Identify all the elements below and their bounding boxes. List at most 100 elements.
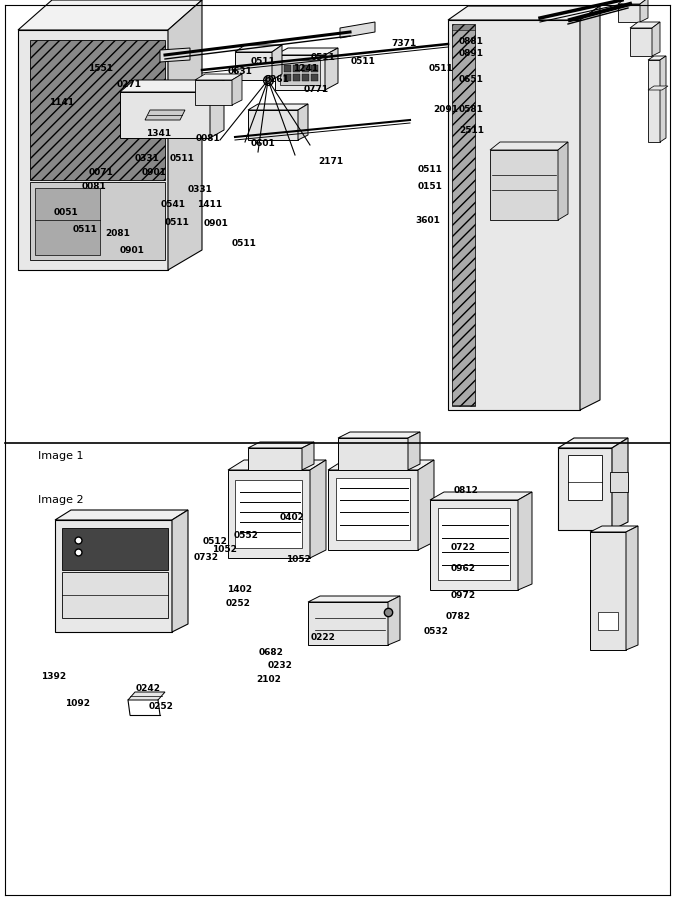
Text: 1141: 1141	[49, 98, 74, 107]
Polygon shape	[235, 52, 272, 80]
Polygon shape	[598, 612, 618, 630]
Text: 1092: 1092	[65, 699, 90, 708]
Text: 2171: 2171	[318, 158, 344, 166]
Polygon shape	[518, 492, 532, 590]
Text: 0081: 0081	[196, 134, 220, 143]
Text: 7371: 7371	[391, 39, 416, 48]
Polygon shape	[558, 438, 628, 448]
Text: 0541: 0541	[160, 200, 186, 209]
Polygon shape	[62, 572, 168, 618]
Text: 0901: 0901	[120, 246, 144, 255]
Text: 0261: 0261	[265, 75, 289, 84]
Polygon shape	[448, 20, 580, 410]
Polygon shape	[618, 0, 648, 4]
Text: 0071: 0071	[88, 168, 113, 177]
Text: 0331: 0331	[135, 154, 159, 163]
Polygon shape	[452, 30, 475, 405]
Text: 1411: 1411	[196, 200, 222, 209]
Polygon shape	[408, 432, 420, 470]
Polygon shape	[210, 80, 224, 138]
Polygon shape	[660, 56, 666, 142]
Polygon shape	[284, 65, 291, 72]
Text: Image 2: Image 2	[38, 495, 84, 505]
Polygon shape	[580, 6, 600, 410]
Text: 0511: 0511	[170, 154, 194, 163]
Text: 0511: 0511	[429, 64, 454, 73]
Polygon shape	[311, 65, 318, 72]
Polygon shape	[630, 28, 652, 56]
Text: 0252: 0252	[225, 598, 250, 608]
Text: 0511: 0511	[232, 238, 256, 248]
Text: 0812: 0812	[454, 486, 479, 495]
Polygon shape	[328, 470, 418, 550]
Text: 0552: 0552	[234, 531, 259, 540]
Polygon shape	[590, 526, 638, 532]
Polygon shape	[248, 442, 314, 448]
Polygon shape	[232, 74, 242, 105]
Text: 2102: 2102	[256, 675, 281, 684]
Polygon shape	[311, 74, 318, 81]
Polygon shape	[30, 40, 165, 180]
Polygon shape	[612, 438, 628, 530]
Polygon shape	[388, 596, 400, 645]
Polygon shape	[648, 86, 668, 90]
Text: 0891: 0891	[459, 50, 484, 58]
Text: 0232: 0232	[268, 662, 292, 670]
Polygon shape	[293, 65, 300, 72]
Text: 1241: 1241	[292, 64, 318, 73]
Polygon shape	[18, 30, 168, 270]
Text: 0532: 0532	[424, 627, 449, 636]
Polygon shape	[55, 510, 188, 520]
Text: 0402: 0402	[279, 513, 304, 522]
Polygon shape	[340, 22, 375, 38]
Polygon shape	[248, 104, 308, 110]
Polygon shape	[228, 470, 310, 558]
Text: 0601: 0601	[251, 140, 275, 148]
Polygon shape	[293, 74, 300, 81]
Polygon shape	[648, 56, 666, 60]
Polygon shape	[128, 692, 165, 700]
Text: 0271: 0271	[117, 80, 142, 89]
Text: 0511: 0511	[417, 165, 442, 174]
Polygon shape	[280, 60, 320, 85]
Text: 0511: 0511	[251, 57, 275, 66]
Text: 0682: 0682	[259, 648, 284, 657]
Polygon shape	[336, 478, 410, 540]
Polygon shape	[298, 104, 308, 140]
Text: 0081: 0081	[82, 182, 107, 191]
Polygon shape	[120, 92, 210, 138]
Polygon shape	[430, 500, 518, 590]
Polygon shape	[18, 0, 202, 30]
Polygon shape	[448, 6, 600, 20]
Text: 0972: 0972	[451, 591, 476, 600]
Polygon shape	[235, 45, 282, 52]
Text: Image 1: Image 1	[38, 451, 84, 461]
Polygon shape	[325, 48, 338, 90]
Text: 2511: 2511	[459, 126, 484, 135]
Polygon shape	[308, 596, 400, 602]
Polygon shape	[120, 80, 224, 92]
Polygon shape	[618, 4, 640, 22]
Text: 0331: 0331	[188, 184, 212, 194]
Polygon shape	[235, 480, 302, 548]
Text: 0901: 0901	[142, 168, 166, 177]
Text: 2081: 2081	[106, 230, 130, 238]
Polygon shape	[228, 460, 326, 470]
Polygon shape	[160, 48, 190, 62]
Text: 1402: 1402	[227, 585, 252, 594]
Polygon shape	[248, 448, 302, 470]
Polygon shape	[272, 45, 282, 80]
Polygon shape	[590, 532, 626, 650]
Polygon shape	[168, 0, 202, 270]
Polygon shape	[452, 24, 475, 406]
Text: 1052: 1052	[286, 555, 310, 564]
Polygon shape	[275, 55, 325, 90]
Polygon shape	[490, 150, 558, 220]
Polygon shape	[626, 526, 638, 650]
Polygon shape	[62, 528, 168, 570]
Polygon shape	[310, 460, 326, 558]
Text: 0722: 0722	[451, 543, 476, 552]
Text: 2091: 2091	[433, 105, 458, 114]
Text: 3601: 3601	[415, 216, 440, 225]
Polygon shape	[308, 602, 388, 645]
